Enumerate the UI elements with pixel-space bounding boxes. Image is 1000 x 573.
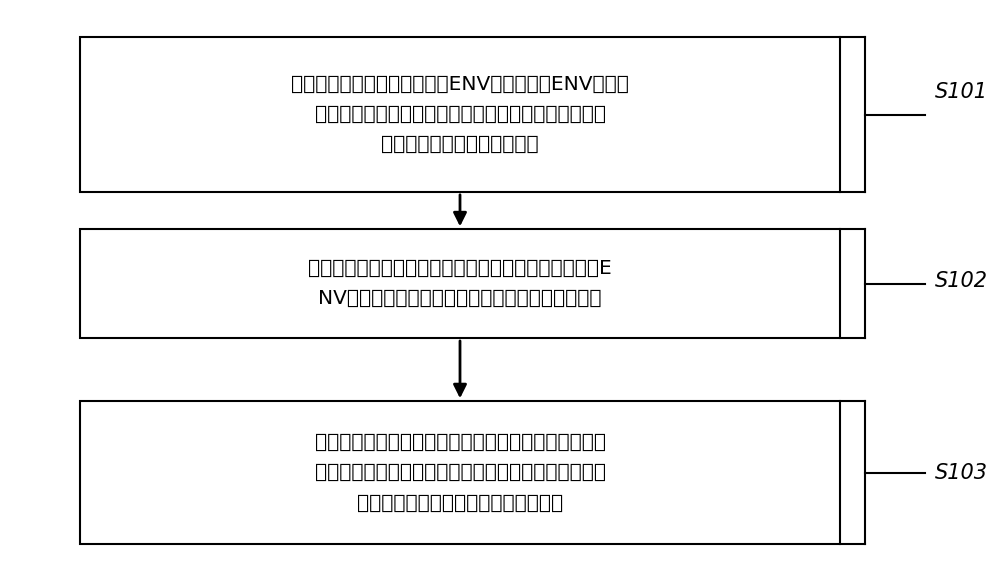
Text: S101: S101 xyxy=(935,82,988,101)
Text: 在路由器闪存的预设区域划分ENV分区，所述ENV分区用
于保存是否为工厂模式以及工厂模式对应的信息、用户
模式以及用户模式对应的信息: 在路由器闪存的预设区域划分ENV分区，所述ENV分区用 于保存是否为工厂模式以及… xyxy=(291,75,629,154)
Bar xyxy=(80,229,840,338)
Text: S102: S102 xyxy=(935,271,988,291)
Text: 在路由器的引导程序以及用户层当中添加指令用于读写E
NV分区的内容来判断以及设置工厂模式和用户模式: 在路由器的引导程序以及用户层当中添加指令用于读写E NV分区的内容来判断以及设置… xyxy=(308,259,612,308)
Text: 当用户层判断路由器进入所述工厂模式时，启动工厂测
试服务；当用户层判断路由器进入所述用户模式时，直
接进入到所述用户模式，启动用户服务: 当用户层判断路由器进入所述工厂模式时，启动工厂测 试服务；当用户层判断路由器进入… xyxy=(314,433,606,512)
Text: S103: S103 xyxy=(935,463,988,482)
Bar xyxy=(80,401,840,544)
Bar xyxy=(80,37,840,192)
